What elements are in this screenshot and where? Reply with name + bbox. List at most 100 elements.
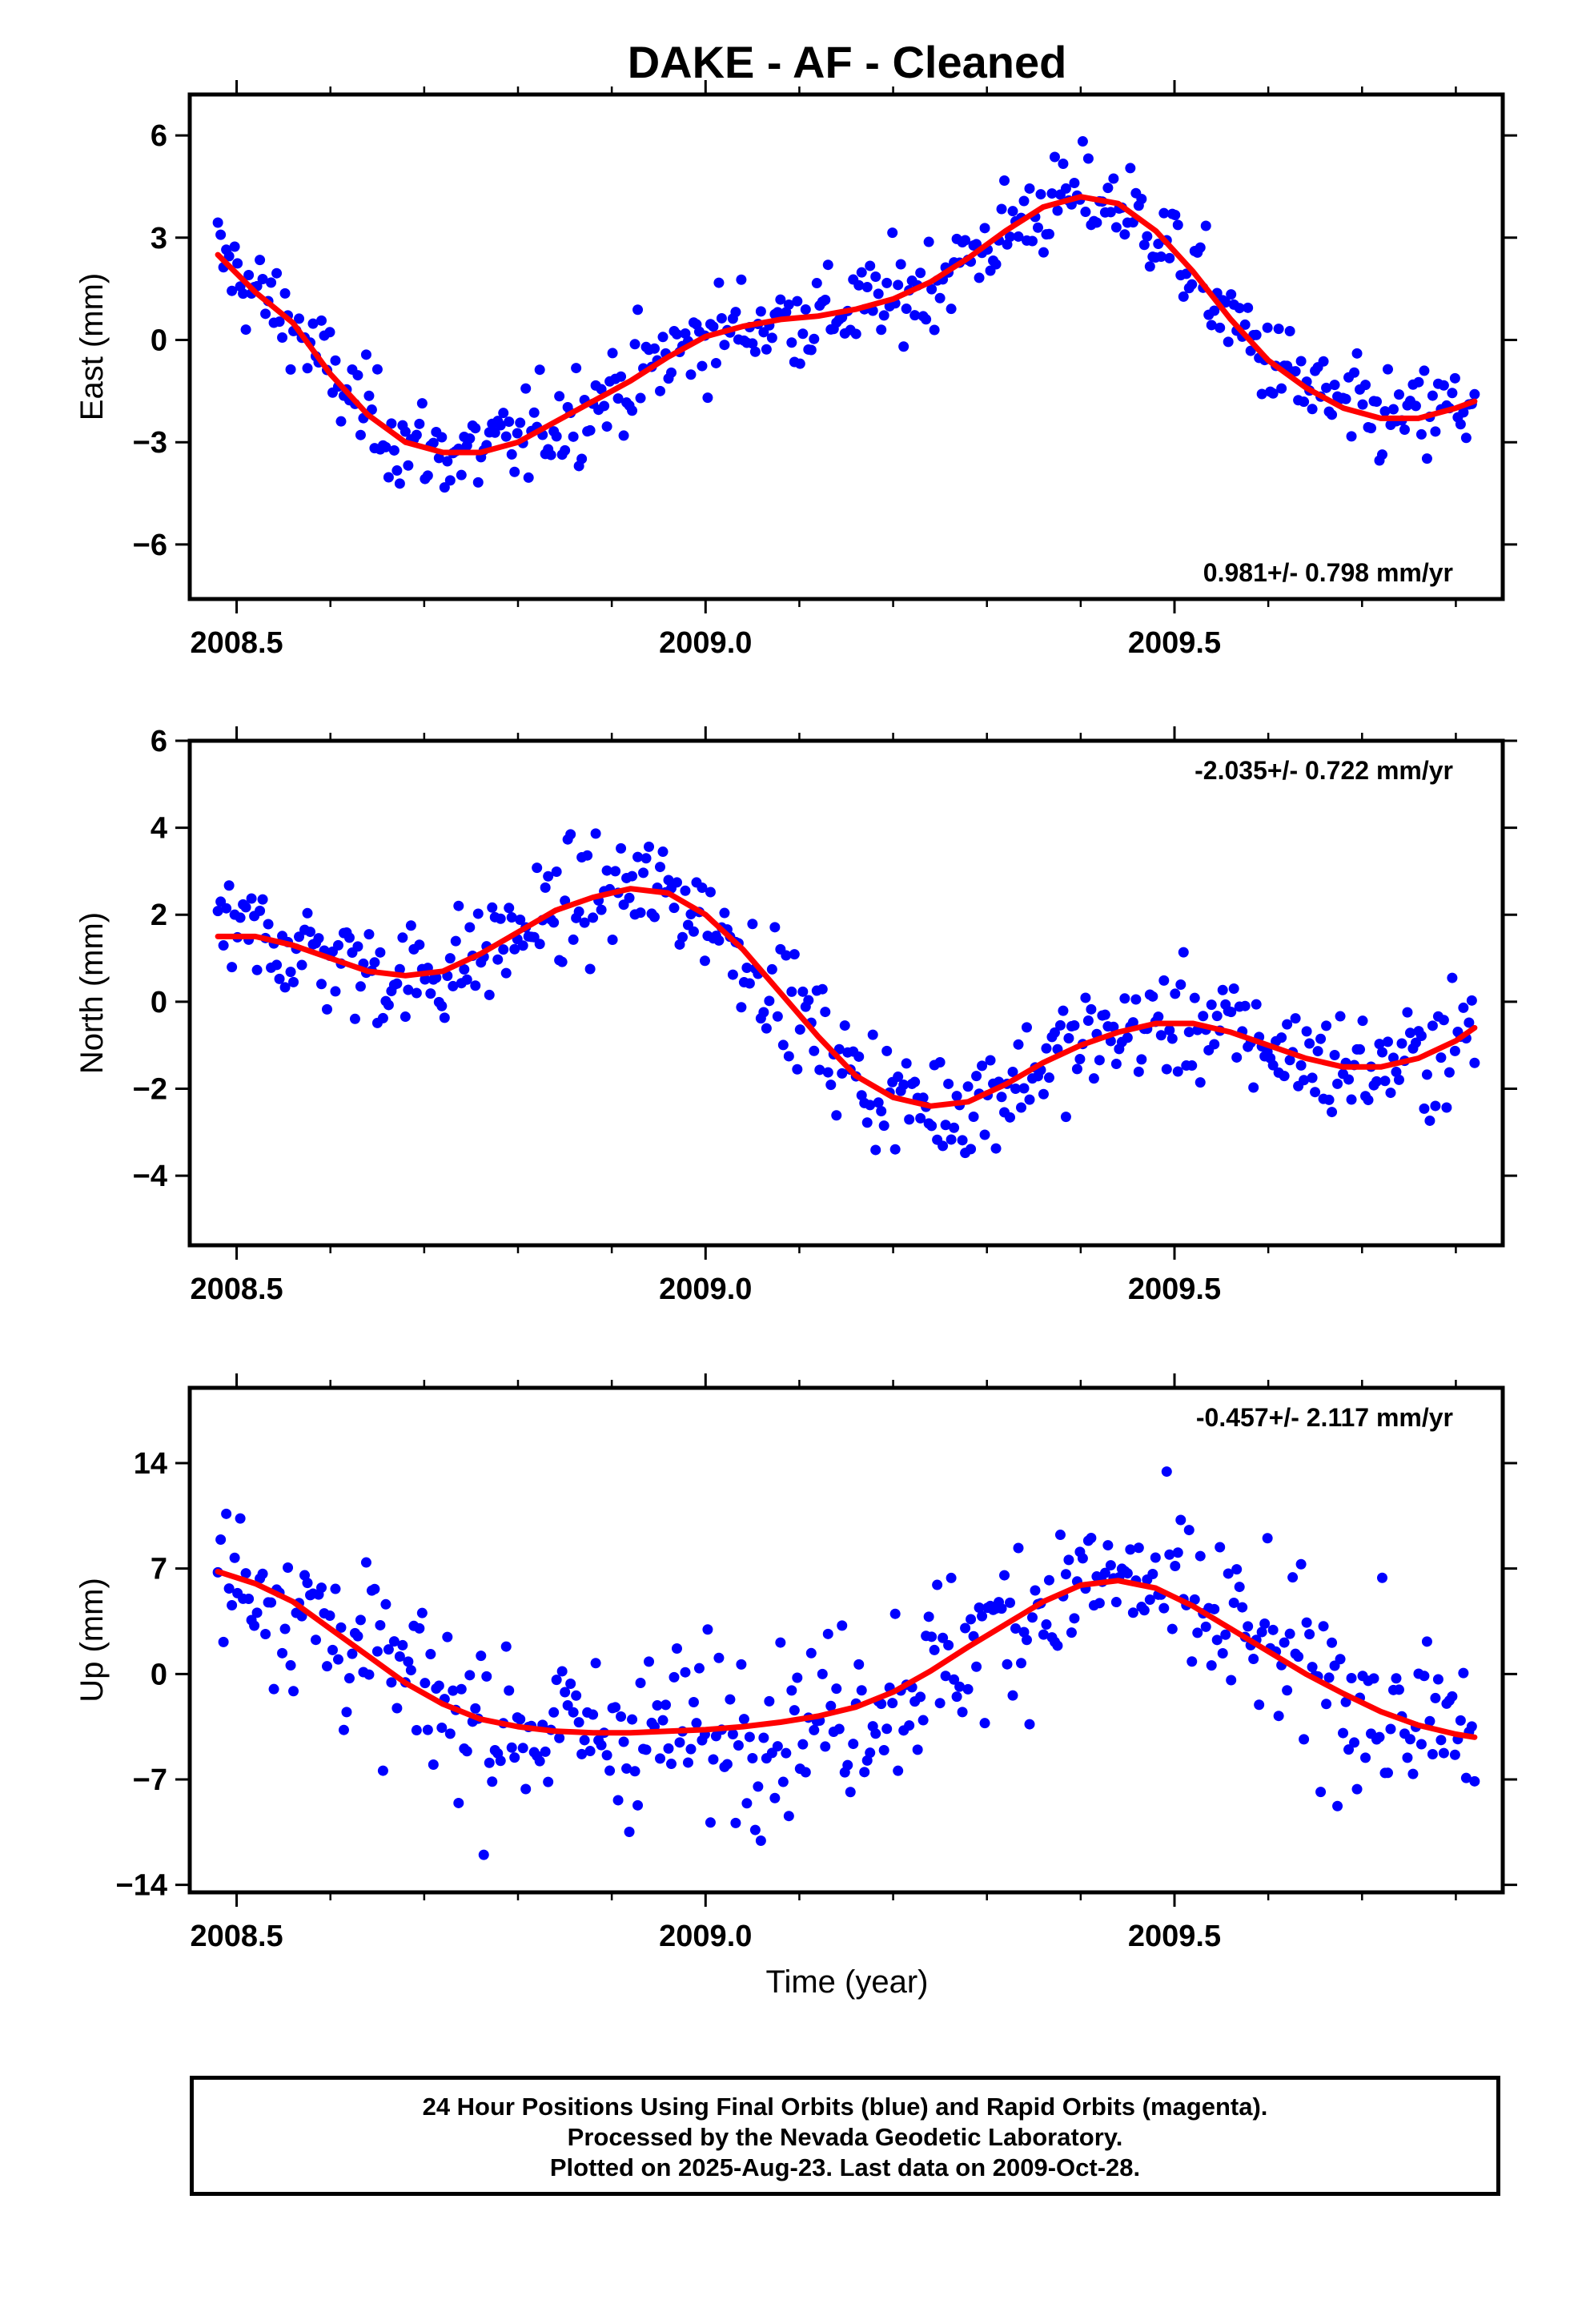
north-point — [1183, 1027, 1195, 1038]
east-point — [279, 287, 291, 299]
up-point — [1321, 1699, 1332, 1710]
up-point — [251, 1607, 263, 1618]
north-point — [946, 1134, 957, 1145]
up-point — [663, 1743, 674, 1754]
north-point — [255, 905, 266, 916]
up-point — [515, 1714, 526, 1725]
north-point — [873, 1097, 884, 1108]
east-point — [755, 306, 766, 317]
north-point — [1206, 999, 1217, 1011]
up-point — [1284, 1628, 1295, 1639]
east-point — [853, 279, 865, 291]
north-fit-line — [215, 886, 1478, 1109]
up-point — [551, 1675, 562, 1686]
north-point — [1279, 1071, 1290, 1082]
east-point — [974, 272, 985, 283]
up-point — [283, 1562, 294, 1574]
up-point — [730, 1817, 741, 1828]
north-point — [794, 1024, 805, 1035]
north-point — [1049, 1027, 1060, 1038]
north-point — [1379, 1076, 1391, 1087]
east-point — [571, 363, 582, 374]
north-point — [1074, 1053, 1086, 1064]
east-point — [456, 469, 467, 480]
east-point — [403, 460, 414, 471]
up-point — [601, 1750, 612, 1761]
north-point — [1063, 1032, 1074, 1043]
north-point — [1282, 1019, 1293, 1030]
east-point — [1035, 189, 1046, 200]
north-y-tick-label: 0 — [151, 986, 167, 1019]
up-point — [1415, 1739, 1427, 1750]
up-point — [876, 1699, 887, 1710]
east-point — [708, 321, 719, 332]
north-point — [957, 1135, 968, 1146]
east-point — [335, 416, 347, 427]
up-point — [416, 1607, 428, 1618]
up-point — [377, 1765, 388, 1776]
up-point — [1102, 1540, 1114, 1551]
north-point — [1058, 1005, 1069, 1016]
east-point — [285, 364, 296, 375]
x-axis-label: Time (year) — [766, 1964, 929, 2000]
north-point — [1276, 1032, 1287, 1043]
north-point — [1447, 972, 1458, 983]
east-point — [749, 346, 761, 357]
east-point — [520, 383, 532, 394]
up-point — [315, 1582, 327, 1594]
up-point — [1447, 1691, 1458, 1702]
north-point — [1130, 994, 1142, 1005]
north-point — [1427, 1020, 1438, 1031]
up-point — [1432, 1674, 1443, 1685]
up-y-tick-label: 0 — [151, 1658, 167, 1691]
up-point — [842, 1759, 853, 1771]
up-point — [1052, 1640, 1063, 1651]
up-point — [733, 1740, 744, 1751]
up-point — [912, 1744, 923, 1755]
up-point — [657, 1715, 669, 1726]
north-point — [492, 954, 504, 965]
up-point — [218, 1636, 229, 1647]
up-point — [934, 1698, 946, 1709]
up-point — [769, 1792, 781, 1803]
east-y-axis-label: East (mm) — [74, 273, 110, 420]
north-point — [627, 870, 638, 882]
east-point — [388, 444, 400, 456]
up-point — [436, 1722, 448, 1733]
north-point — [1099, 1009, 1110, 1020]
north-point — [713, 935, 725, 946]
north-point — [705, 887, 716, 898]
north-point — [1082, 1015, 1094, 1027]
up-point — [355, 1614, 366, 1626]
north-point — [663, 875, 674, 886]
north-point — [305, 927, 316, 938]
up-point — [1161, 1466, 1172, 1478]
up-point — [277, 1647, 288, 1659]
east-point — [1340, 393, 1351, 404]
up-point — [809, 1724, 820, 1735]
up-point — [974, 1602, 985, 1613]
up-point — [1391, 1673, 1402, 1684]
east-rate-label: 0.981+/- 0.798 mm/yr — [1203, 558, 1453, 587]
north-point — [792, 1063, 803, 1075]
east-point — [1069, 177, 1080, 188]
up-point — [1318, 1621, 1329, 1632]
east-point — [761, 344, 772, 355]
north-point — [680, 885, 691, 896]
up-point — [540, 1746, 551, 1757]
north-y-tick-label: 4 — [151, 812, 167, 846]
north-point — [1435, 1052, 1447, 1063]
up-point — [848, 1739, 859, 1750]
north-point — [425, 988, 436, 999]
up-point — [1223, 1568, 1234, 1579]
north-point — [1080, 992, 1091, 1003]
east-point — [360, 349, 371, 360]
north-point — [470, 980, 481, 991]
east-point — [1142, 231, 1153, 242]
up-point — [1360, 1752, 1371, 1763]
up-point — [661, 1699, 672, 1711]
east-point — [1413, 376, 1424, 388]
north-point — [1415, 1030, 1427, 1041]
north-point — [917, 1092, 929, 1104]
up-point — [753, 1781, 764, 1792]
